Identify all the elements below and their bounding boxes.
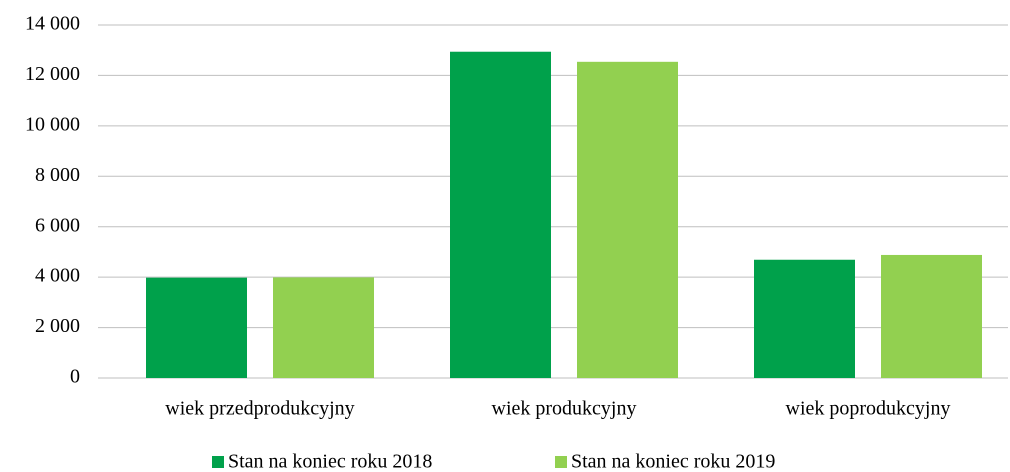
x-tick-label: wiek poprodukcyjny xyxy=(786,398,951,420)
bar xyxy=(450,51,551,378)
bar xyxy=(273,277,374,378)
bar xyxy=(881,254,982,378)
legend-label: Stan na koniec roku 2018 xyxy=(228,451,432,472)
bar xyxy=(146,277,247,378)
y-tick-label: 14 000 xyxy=(25,13,80,35)
legend-label: Stan na koniec roku 2019 xyxy=(571,451,775,472)
y-tick-label: 0 xyxy=(70,366,80,388)
x-tick-label: wiek przedprodukcyjny xyxy=(165,398,354,420)
bar xyxy=(754,259,855,378)
bar xyxy=(577,61,678,378)
y-tick-label: 2 000 xyxy=(35,315,80,337)
y-tick-label: 8 000 xyxy=(35,164,80,186)
y-tick-label: 12 000 xyxy=(25,63,80,85)
y-tick-label: 6 000 xyxy=(35,214,80,236)
x-tick-label: wiek produkcyjny xyxy=(492,398,637,420)
y-tick-label: 10 000 xyxy=(25,113,80,135)
legend-swatch xyxy=(212,456,224,468)
y-tick-label: 4 000 xyxy=(35,265,80,287)
legend-swatch xyxy=(555,456,567,468)
